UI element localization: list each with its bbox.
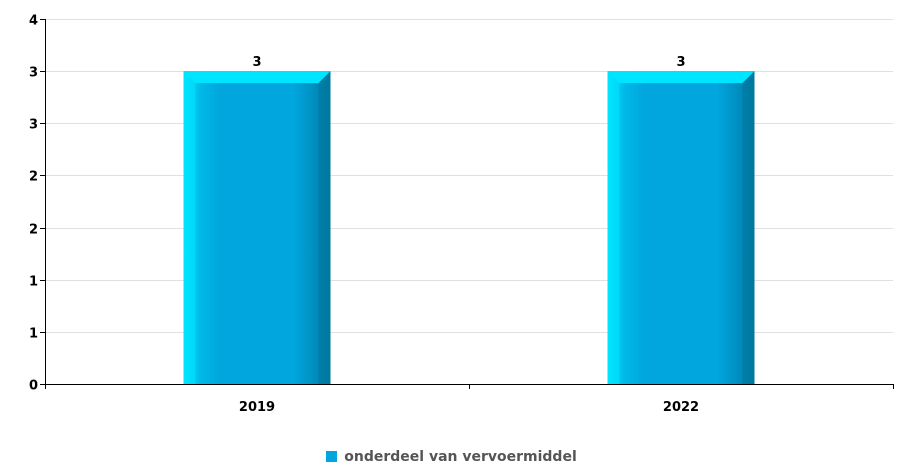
bars [183,71,755,385]
y-tick-label: 4 [29,14,38,29]
x-tick-label: 2022 [663,400,699,415]
bar-left-bevel [607,71,620,385]
bar-value-label: 3 [676,55,685,70]
legend-swatch [326,451,338,462]
y-tick-label: 2 [29,223,38,238]
y-tick-label: 1 [29,275,38,290]
x-tick-label: 2019 [239,400,275,415]
y-tick-label: 2 [29,170,38,185]
bar-top-bevel [607,71,755,84]
bar-right-bevel [742,71,755,385]
y-tick-label: 3 [29,66,38,81]
gridlines [45,19,893,333]
bar-right-bevel [318,71,331,385]
y-tick-label: 3 [29,118,38,133]
y-tick-label: 0 [29,379,38,394]
bar-left-bevel [183,71,196,385]
legend: onderdeel van vervoermiddel [0,449,903,465]
legend-label: onderdeel van vervoermiddel [344,449,577,465]
bar [183,71,331,385]
labels: 0 1 1 2 2 3 3 4 3 2019 3 2022 [29,14,699,416]
bar-chart: 0 1 1 2 2 3 3 4 3 2019 3 2022 [29,14,894,416]
axes [40,19,894,389]
y-tick-label: 1 [29,327,38,342]
bar [607,71,755,385]
bar-value-label: 3 [252,55,261,70]
bar-top-bevel [183,71,331,84]
